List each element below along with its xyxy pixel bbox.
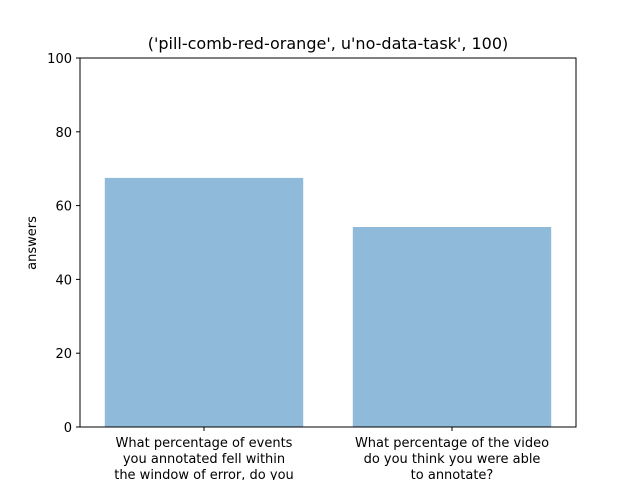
x-tick-label-line: What percentage of the video: [355, 436, 549, 451]
x-tick-label-line: you annotated fell within: [123, 452, 285, 467]
chart-title: ('pill-comb-red-orange', u'no-data-task'…: [148, 34, 509, 53]
x-axis: What percentage of events you annotated f…: [114, 427, 549, 483]
y-tick-label: 80: [55, 126, 72, 141]
y-tick-label: 100: [47, 52, 72, 67]
y-tick-label: 20: [55, 347, 72, 362]
bar-1: [104, 177, 304, 427]
x-tick-label-line: to annotate?: [411, 468, 494, 480]
y-tick-label: 60: [55, 200, 72, 215]
x-tick-label-line: the window of error, do you: [114, 468, 294, 480]
x-tick-label-line: do you think you were able: [364, 452, 541, 467]
x-tick-label: What percentage of events you annotated f…: [114, 436, 294, 480]
y-axis-label: answers: [25, 216, 40, 270]
x-tick-label-line: What percentage of events: [116, 436, 293, 451]
y-tick-label: 0: [64, 421, 72, 436]
y-tick-label: 40: [55, 273, 72, 288]
x-tick-label: What percentage of the video do you think…: [355, 436, 549, 480]
plot-frame: [79, 57, 577, 428]
y-axis: 0 20 40 60 80 100: [47, 52, 80, 436]
bars-layer: [104, 177, 552, 427]
bar-2: [352, 227, 552, 427]
